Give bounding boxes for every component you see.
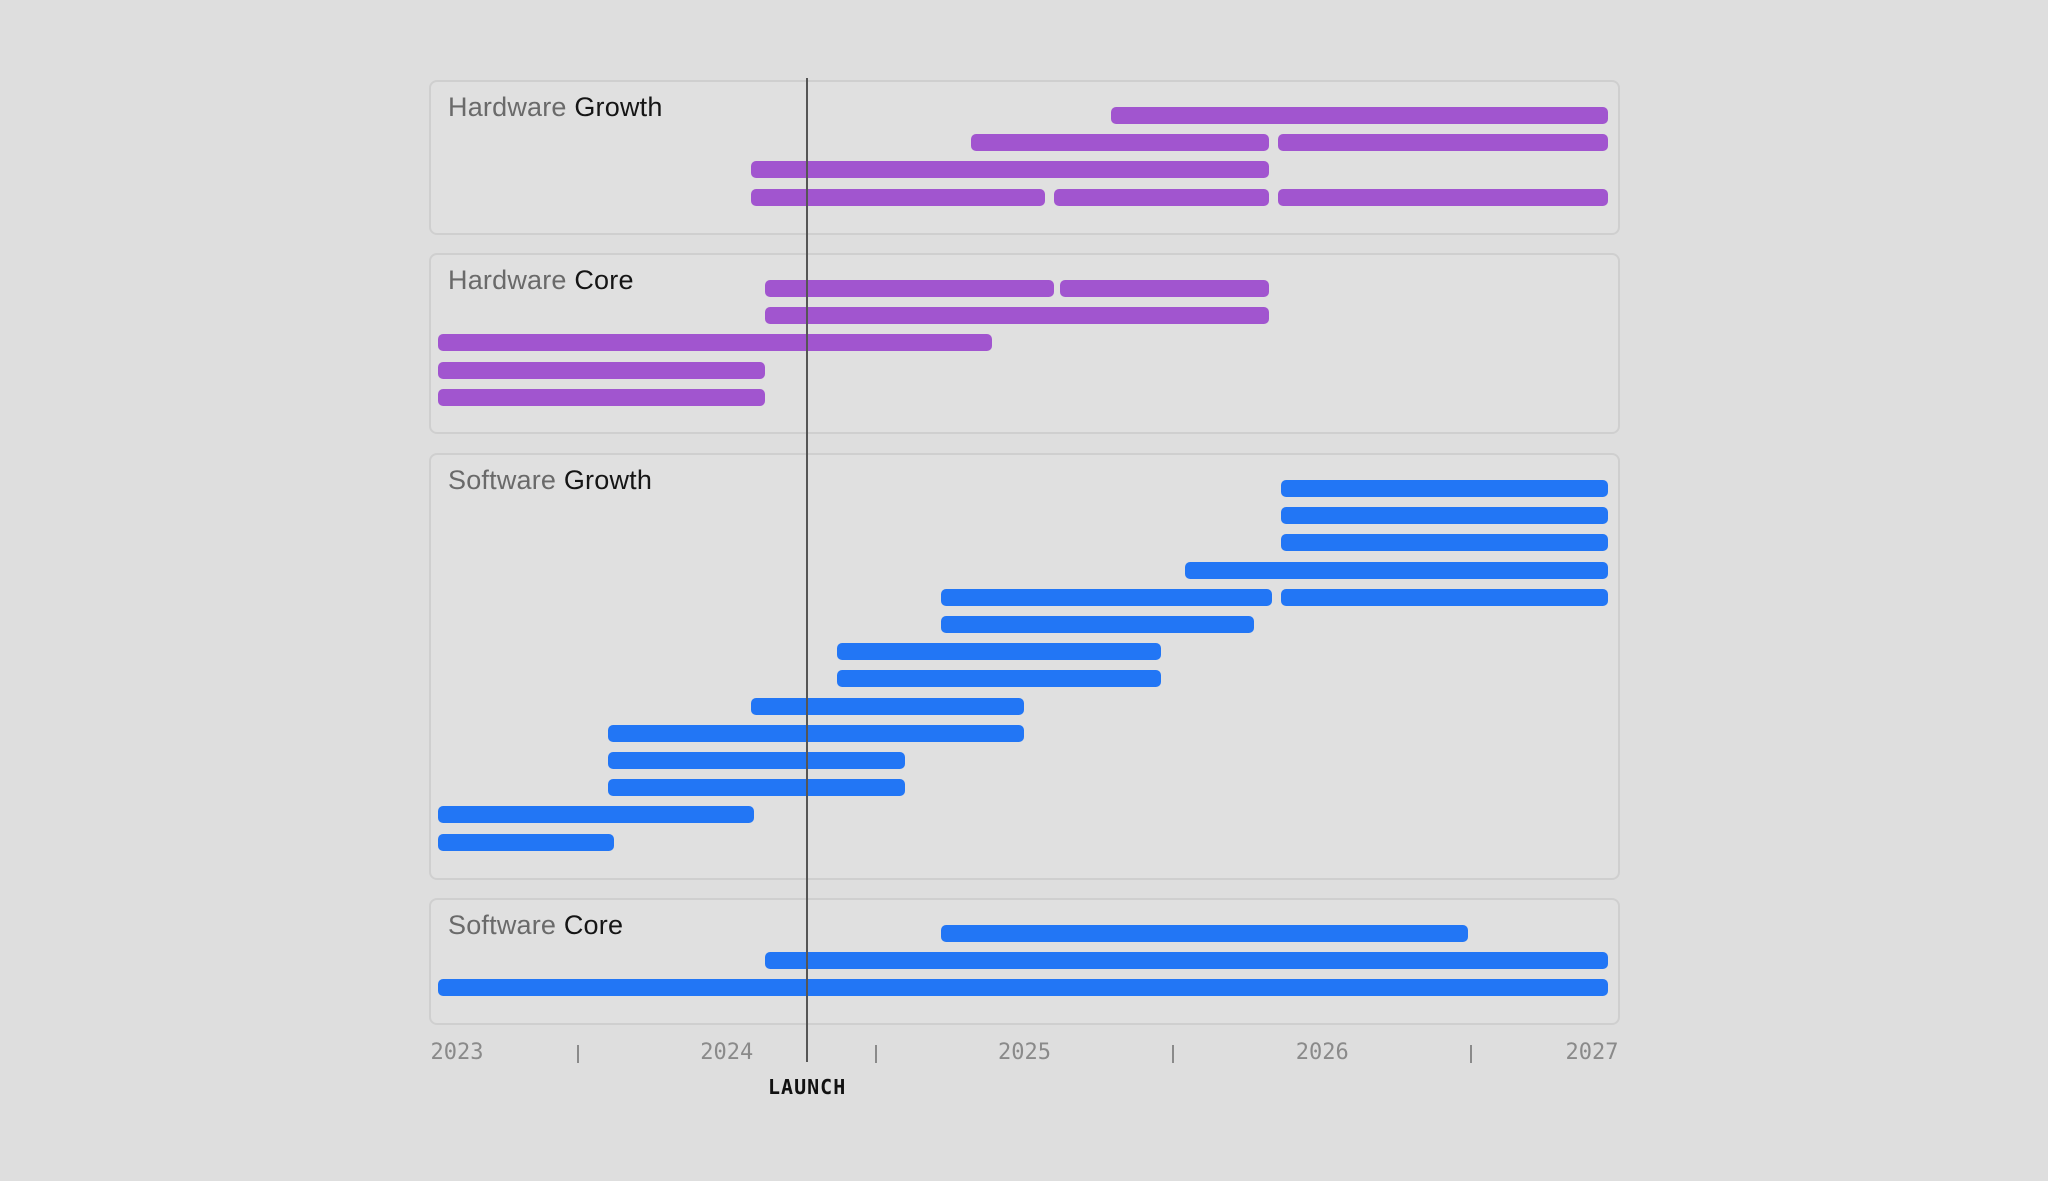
timeline-bar (941, 925, 1469, 942)
lane-title: Software Growth (448, 465, 652, 496)
x-axis-tick (1172, 1045, 1175, 1063)
timeline-bar (1280, 588, 1609, 606)
timeline-bar (1280, 534, 1609, 552)
lane-title: Hardware Core (448, 265, 634, 296)
x-axis-label: 2026 (1295, 1040, 1349, 1065)
timeline-bar (1277, 188, 1609, 206)
timeline-bar (607, 724, 1025, 742)
timeline-bar (437, 806, 754, 824)
lane-title-category: Hardware (448, 92, 567, 122)
timeline-bar (836, 643, 1162, 661)
lane-title-track: Core (566, 265, 634, 295)
lane-title-category: Software (448, 465, 557, 495)
x-axis-label: 2024 (700, 1040, 754, 1065)
timeline-bar (1054, 188, 1269, 206)
timeline-bar (836, 670, 1162, 688)
x-axis-tick (874, 1045, 877, 1063)
lane-title-track: Core (556, 910, 624, 940)
timeline-bar (1280, 480, 1609, 497)
timeline-bar (1110, 107, 1609, 124)
lane-title: Hardware Growth (448, 92, 663, 123)
timeline-bar (765, 952, 1609, 970)
launch-marker-line (806, 78, 809, 1062)
timeline-bar (437, 388, 766, 406)
launch-marker-label: LAUNCH (768, 1075, 847, 1099)
lane-title-category: Software (448, 910, 557, 940)
x-axis-label: 2023 (430, 1040, 484, 1065)
x-axis-label: 2027 (1565, 1040, 1619, 1065)
timeline-bar (941, 616, 1254, 633)
x-axis-tick (576, 1045, 579, 1063)
timeline-bar (437, 833, 614, 851)
timeline-bar (750, 188, 1046, 206)
lane-title-track: Growth (556, 465, 653, 495)
timeline-bar (1277, 134, 1609, 152)
timeline-bar (1060, 280, 1269, 297)
timeline-bar (607, 779, 906, 797)
lane-title: Software Core (448, 910, 623, 941)
lane-panel: Hardware Growth (429, 80, 1620, 235)
lane-title-track: Growth (566, 92, 663, 122)
timeline-bar (765, 280, 1055, 297)
lane-title-category: Hardware (448, 265, 567, 295)
timeline-bar (1280, 507, 1609, 525)
timeline-bar (437, 361, 766, 379)
timeline-bar (437, 979, 1609, 997)
timeline-bar (765, 307, 1269, 325)
x-axis-tick (1470, 1045, 1473, 1063)
timeline-bar (750, 697, 1025, 715)
timeline-bar (970, 134, 1269, 152)
timeline-bar (1185, 561, 1609, 579)
x-axis-label: 2025 (998, 1040, 1051, 1065)
timeline-bar (607, 752, 906, 769)
timeline-bar (750, 161, 1269, 179)
timeline-bar (941, 588, 1272, 606)
timeline-bar (437, 334, 992, 352)
